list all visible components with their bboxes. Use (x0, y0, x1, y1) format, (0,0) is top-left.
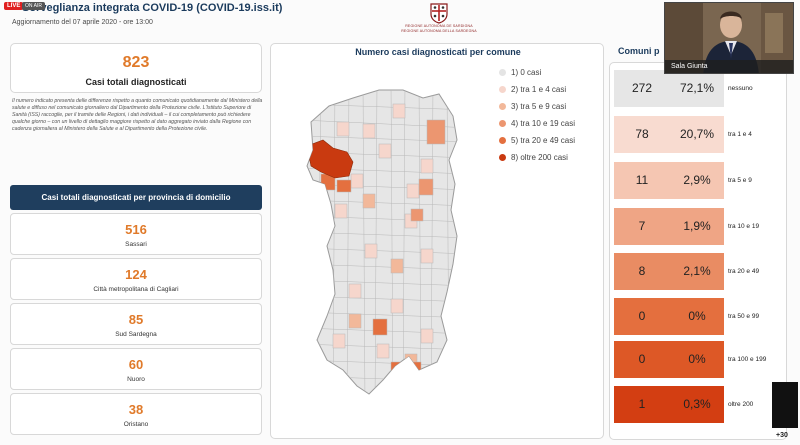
comuni-percent: 0% (688, 352, 706, 366)
province-value: 124 (125, 267, 147, 282)
legend-label: 8) oltre 200 casi (511, 153, 568, 162)
province-name: Oristano (123, 421, 149, 428)
comuni-range: tra 10 e 19 (728, 223, 760, 230)
comuni-count: 11 (635, 173, 649, 187)
comuni-row-bar (614, 253, 724, 290)
comuni-range: tra 50 e 99 (728, 313, 760, 320)
comuni-row-bar (614, 298, 724, 335)
province-card: 85 Sud Sardegna (10, 303, 262, 345)
legend-label: 2) tra 1 e 4 casi (511, 85, 567, 94)
province-name: Città metropolitana di Cagliari (93, 286, 179, 293)
comuni-count: 78 (635, 127, 649, 141)
comuni-count: 0 (638, 309, 646, 323)
update-timestamp: Aggiornamento del 07 aprile 2020 - ore 1… (12, 19, 153, 26)
province-card: 38 Oristano (10, 393, 262, 435)
comuni-range: nessuno (728, 85, 753, 92)
province-name: Sassari (125, 241, 147, 248)
comuni-count: 0 (638, 352, 646, 366)
legend-item: 2) tra 1 e 4 casi (499, 81, 575, 98)
comuni-range: tra 100 e 199 (728, 356, 767, 363)
total-cases-value: 823 (122, 54, 150, 71)
video-label: Sala Giunta (665, 60, 793, 73)
legend-item: 3) tra 5 e 9 casi (499, 98, 575, 115)
legend-item: 4) tra 10 e 19 casi (499, 115, 575, 132)
comuni-count: 272 (631, 81, 653, 95)
comuni-percent: 0% (688, 309, 706, 323)
coat-of-arms-icon (430, 3, 448, 24)
province-card: 124 Città metropolitana di Cagliari (10, 258, 262, 300)
province-card: 516 Sassari (10, 213, 262, 255)
province-value: 516 (125, 222, 147, 237)
comuni-range: tra 20 e 49 (728, 268, 760, 275)
comuni-row-bar (614, 162, 724, 199)
comuni-row: 272 72,1% nessuno (614, 70, 784, 107)
legend-label: 1) 0 casi (511, 68, 542, 77)
legend-swatch (499, 120, 506, 127)
comuni-range: tra 5 e 9 (728, 177, 752, 184)
province-header: Casi totali diagnosticati per provincia … (10, 185, 262, 210)
comuni-title: Comuni p (618, 46, 660, 56)
legend-item: 8) oltre 200 casi (499, 149, 575, 166)
comuni-row: 0 0% tra 50 e 99 (614, 298, 784, 335)
legend-label: 3) tra 5 e 9 casi (511, 102, 567, 111)
legend-label: 5) tra 20 e 49 casi (511, 136, 576, 145)
side-video-strip (772, 382, 798, 428)
province-value: 60 (128, 357, 144, 372)
province-value: 38 (128, 402, 144, 417)
comuni-percent: 0,3% (683, 397, 711, 411)
comuni-percent: 2,1% (683, 264, 711, 278)
legend-item: 1) 0 casi (499, 64, 575, 81)
region-logo: REGIONE AUTONOMA DE SARDIGNA REGIONE AUT… (395, 2, 483, 34)
comuni-percent: 72,1% (679, 81, 715, 95)
comuni-range: oltre 200 (728, 401, 754, 408)
province-name: Nuoro (127, 376, 145, 383)
logo-text-line2: REGIONE AUTONOMA DELLA SARDEGNA (401, 29, 477, 33)
comuni-count: 1 (638, 397, 646, 411)
legend-swatch (499, 154, 506, 161)
province-value: 85 (128, 312, 144, 327)
map-legend: 1) 0 casi 2) tra 1 e 4 casi 3) tra 5 e 9… (499, 64, 575, 166)
logo-text-line1: REGIONE AUTONOMA DE SARDIGNA (405, 24, 473, 28)
total-cases-label: Casi totali diagnosticati (85, 77, 187, 87)
page-title: Sorveglianza integrata COVID-19 (COVID-1… (22, 2, 283, 14)
disclaimer-note: Il numero indicato presenta delle differ… (12, 98, 263, 132)
comuni-row-bar (614, 208, 724, 245)
legend-label: 4) tra 10 e 19 casi (511, 119, 576, 128)
map-panel: Numero casi diagnosticati per comune (270, 43, 604, 439)
province-name: Sud Sardegna (115, 331, 157, 338)
comuni-row-bar (614, 70, 724, 107)
comuni-count: 7 (638, 219, 646, 233)
province-card: 60 Nuoro (10, 348, 262, 390)
video-overlay[interactable]: Sala Giunta (664, 2, 794, 74)
comuni-row-bar (614, 386, 724, 423)
viewer-count: +30 (776, 432, 788, 439)
legend-swatch (499, 69, 506, 76)
live-badge: LIVE (4, 2, 24, 10)
legend-swatch (499, 103, 506, 110)
comuni-percent: 20,7% (679, 127, 715, 141)
comuni-row: 1 0,3% oltre 200 (614, 386, 784, 423)
comuni-row: 0 0% tra 100 e 199 (614, 341, 784, 378)
comuni-percent: 1,9% (683, 219, 711, 233)
comuni-row: 7 1,9% tra 10 e 19 (614, 208, 784, 245)
legend-swatch (499, 137, 506, 144)
map-title: Numero casi diagnosticati per comune (355, 47, 521, 57)
total-cases-card: 823 Casi totali diagnosticati (10, 43, 262, 93)
comuni-count: 8 (638, 264, 646, 278)
comuni-row: 11 2,9% tra 5 e 9 (614, 162, 784, 199)
legend-swatch (499, 86, 506, 93)
comuni-row: 78 20,7% tra 1 e 4 (614, 116, 784, 153)
comuni-percent: 2,9% (683, 173, 711, 187)
sardinia-choropleth-map[interactable] (271, 44, 605, 440)
comuni-row: 8 2,1% tra 20 e 49 (614, 253, 784, 290)
legend-item: 5) tra 20 e 49 casi (499, 132, 575, 149)
comuni-row-bar (614, 116, 724, 153)
comuni-range: tra 1 e 4 (728, 131, 752, 138)
comuni-row-bar (614, 341, 724, 378)
live-sub-badge: ON AIR (22, 2, 45, 10)
